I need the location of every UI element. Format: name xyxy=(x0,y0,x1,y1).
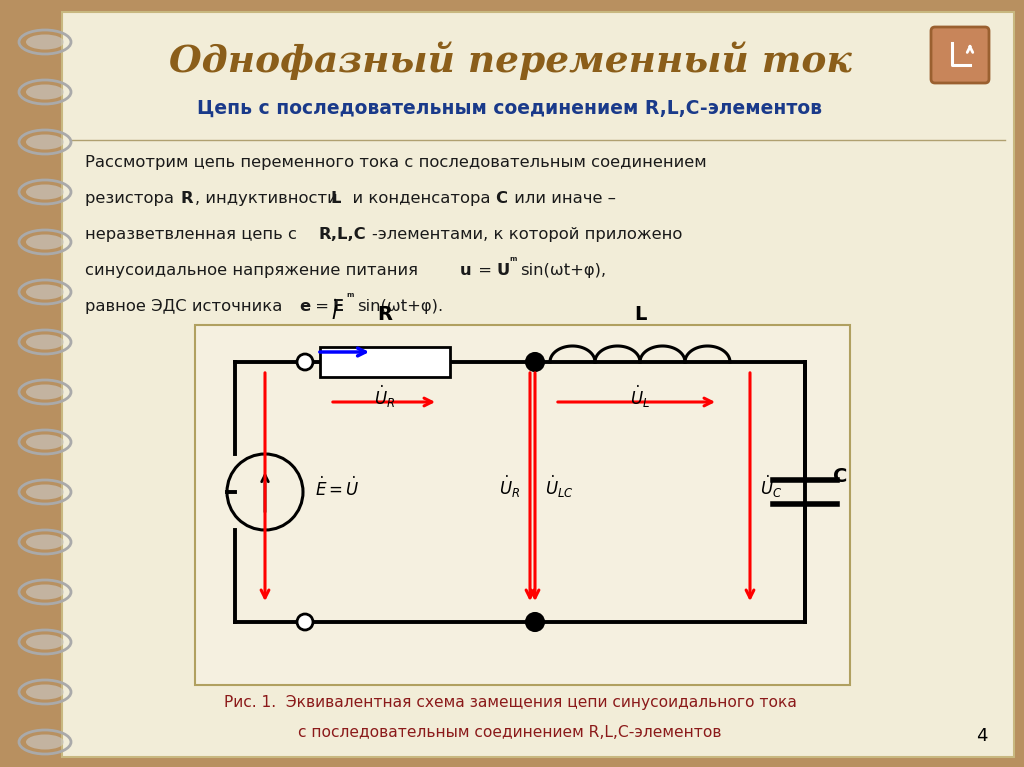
Circle shape xyxy=(526,353,544,371)
FancyBboxPatch shape xyxy=(931,27,989,83)
Text: $\dot{E}=\dot{U}$: $\dot{E}=\dot{U}$ xyxy=(315,476,359,499)
Text: Рис. 1.  Эквивалентная схема замещения цепи синусоидального тока: Рис. 1. Эквивалентная схема замещения це… xyxy=(223,695,797,710)
FancyBboxPatch shape xyxy=(62,12,1014,757)
Text: синусоидальное напряжение питания: синусоидальное напряжение питания xyxy=(85,263,423,278)
Ellipse shape xyxy=(26,485,63,499)
Ellipse shape xyxy=(26,384,63,400)
Ellipse shape xyxy=(26,584,63,600)
Text: R: R xyxy=(181,191,194,206)
Ellipse shape xyxy=(26,35,63,50)
Text: U: U xyxy=(496,263,509,278)
Text: резистора: резистора xyxy=(85,191,184,206)
Ellipse shape xyxy=(26,84,63,100)
Text: e: e xyxy=(299,299,310,314)
Ellipse shape xyxy=(26,535,63,549)
Text: , индуктивности: , индуктивности xyxy=(195,191,348,206)
Text: C: C xyxy=(833,468,848,486)
Text: R: R xyxy=(378,305,392,324)
Text: ₘ: ₘ xyxy=(346,289,353,299)
Bar xyxy=(319,347,450,377)
Text: $\dot{U}_R$: $\dot{U}_R$ xyxy=(375,384,395,410)
Text: 4: 4 xyxy=(977,727,988,745)
Text: L: L xyxy=(330,191,341,206)
Text: ₘ: ₘ xyxy=(509,253,516,263)
Circle shape xyxy=(297,354,313,370)
Ellipse shape xyxy=(26,235,63,249)
Text: равное ЭДС источника: равное ЭДС источника xyxy=(85,299,288,314)
Ellipse shape xyxy=(26,684,63,700)
Text: и конденсатора: и конденсатора xyxy=(342,191,496,206)
Ellipse shape xyxy=(26,185,63,199)
Text: sin(ωt+φ).: sin(ωt+φ). xyxy=(357,299,443,314)
Text: sin(ωt+φ),: sin(ωt+φ), xyxy=(520,263,606,278)
Text: или иначе –: или иначе – xyxy=(509,191,615,206)
Text: $\dot{U}_R$: $\dot{U}_R$ xyxy=(499,474,520,500)
Text: с последовательным соединением R,L,C-элементов: с последовательным соединением R,L,C-эле… xyxy=(298,725,722,740)
Bar xyxy=(195,325,850,685)
Text: R,L,C: R,L,C xyxy=(319,227,367,242)
Text: -элементами, к которой приложено: -элементами, к которой приложено xyxy=(372,227,682,242)
Ellipse shape xyxy=(26,434,63,449)
Text: =: = xyxy=(473,263,498,278)
Circle shape xyxy=(297,614,313,630)
Ellipse shape xyxy=(26,134,63,150)
Ellipse shape xyxy=(26,735,63,749)
Text: u: u xyxy=(460,263,472,278)
Text: Рассмотрим цепь переменного тока с последовательным соединением: Рассмотрим цепь переменного тока с после… xyxy=(85,155,707,170)
Text: $\dot{U}_C$: $\dot{U}_C$ xyxy=(760,474,782,500)
Ellipse shape xyxy=(26,334,63,350)
Text: неразветвленная цепь с: неразветвленная цепь с xyxy=(85,227,302,242)
Text: E: E xyxy=(333,299,344,314)
Text: =: = xyxy=(310,299,334,314)
Circle shape xyxy=(526,613,544,631)
Text: L: L xyxy=(634,305,646,324)
Ellipse shape xyxy=(26,634,63,650)
Text: $\dot{U}_L$: $\dot{U}_L$ xyxy=(630,384,650,410)
Ellipse shape xyxy=(26,285,63,299)
Text: C: C xyxy=(495,191,507,206)
Text: Однофазный переменный ток: Однофазный переменный ток xyxy=(169,42,851,81)
Text: $\dot{I}$: $\dot{I}$ xyxy=(331,299,338,324)
Text: Цепь с последовательным соединением R,L,C-элементов: Цепь с последовательным соединением R,L,… xyxy=(198,99,822,118)
Text: $\dot{U}_{LC}$: $\dot{U}_{LC}$ xyxy=(545,474,573,500)
